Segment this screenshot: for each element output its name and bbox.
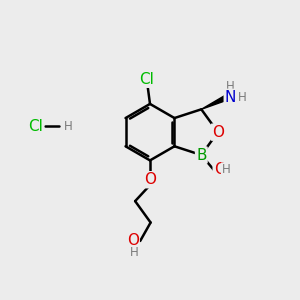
Text: H: H	[226, 80, 235, 93]
Text: N: N	[225, 90, 236, 105]
Text: O: O	[212, 125, 224, 140]
Text: H: H	[130, 246, 139, 259]
Text: Cl: Cl	[28, 119, 43, 134]
Text: H: H	[222, 163, 231, 176]
Text: Cl: Cl	[140, 72, 154, 87]
Polygon shape	[201, 95, 228, 109]
Text: O: O	[144, 172, 156, 187]
Text: H: H	[237, 91, 246, 104]
Text: O: O	[214, 162, 226, 177]
Text: B: B	[196, 148, 207, 163]
Text: H: H	[64, 120, 73, 133]
Text: O: O	[127, 233, 139, 248]
